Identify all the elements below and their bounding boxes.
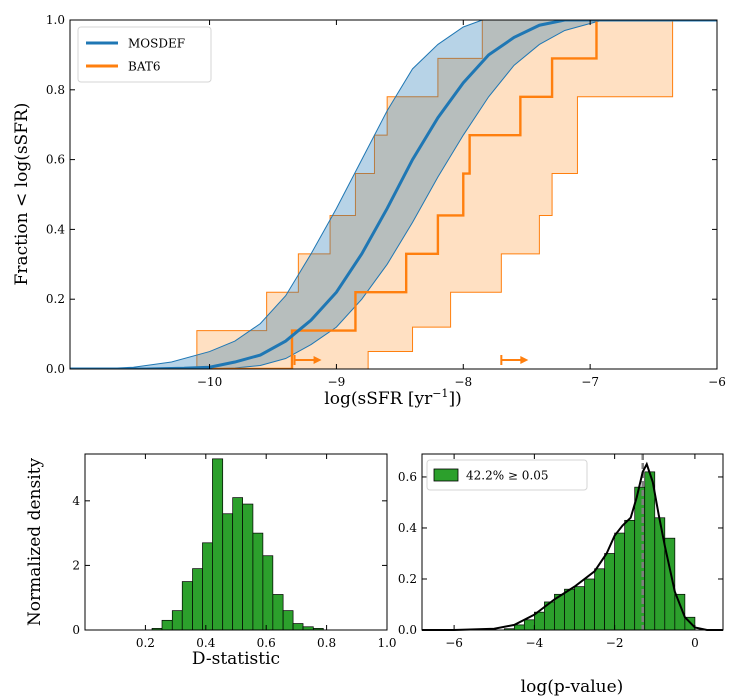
x-tick-label: −10 [197,375,222,389]
dstat-x-ticks: 0.2 0.4 0.6 0.8 1.0 [136,454,397,650]
pvalue-bar [534,611,545,631]
dstat-bar [202,542,213,631]
y-tick-label: 0.4 [46,222,65,236]
x-tick-label: −9 [328,375,346,389]
y-tick-label: 0.8 [46,83,65,97]
dstat-bar [242,503,254,631]
y-tick-label: 0.6 [398,470,417,484]
x-tick-label: −2 [606,636,624,650]
legend-box [77,26,212,83]
pvalue-bar [513,624,525,631]
pvalue-kde-curve [422,461,723,631]
x-tick-label: 1.0 [377,636,396,650]
pvalue-bar [614,532,626,631]
dstat-bar [292,623,304,631]
y-tick-label: 0.2 [46,292,65,306]
cdf-x-ticks: −10 −9 −8 −7 −6 [197,20,726,389]
pvalue-legend-box [426,459,588,491]
pvalue-bar [624,519,636,631]
dstat-frame [84,453,388,631]
y-tick-label: 0.2 [398,572,417,586]
dstat-x-axis-label: D-statistic [192,649,280,669]
x-tick-label: 0.2 [136,636,155,650]
bat6-cdf-line [70,20,717,369]
pvalue-panel: −6 −4 −2 0 0.0 0.2 0.4 0.6 42.2% ≥ 0.05 log(p-… [398,453,724,697]
pvalue-bar [554,593,565,631]
pvalue-legend: 42.2% ≥ 0.05 [426,459,588,491]
y-tick-label: 4 [72,494,80,508]
x-tick-label: −6 [708,375,726,389]
pvalue-histogram-bars [503,471,696,631]
dstat-bar [192,568,203,631]
y-tick-label: 2 [72,558,80,572]
pvalue-bar [584,578,595,631]
dstat-bar [232,497,243,631]
limit-arrow-head [313,356,322,364]
x-tick-label: 0.8 [317,636,336,650]
y-tick-label: 0.6 [46,153,65,167]
dstat-y-ticks: 0 2 4 [72,494,387,637]
pvalue-legend-label: 42.2% ≥ 0.05 [466,469,549,483]
dstat-bar [171,610,183,631]
x-tick-label: −7 [581,375,599,389]
y-tick-label: 1.0 [46,13,65,27]
x-tick-label: −6 [445,636,463,650]
x-tick-label: 0 [691,636,699,650]
pvalue-y-ticks: 0.0 0.2 0.4 0.6 [398,470,723,637]
dstat-bar [252,532,264,631]
pvalue-legend-swatch [433,468,459,482]
pvalue-frame [421,453,724,631]
legend-bat6-label: BAT6 [128,60,160,74]
dstat-y-axis-label: Normalized density [25,458,45,627]
dstat-bar [161,619,173,631]
pvalue-x-ticks: −6 −4 −2 0 [445,454,699,650]
dstat-panel: 0.2 0.4 0.6 0.8 1.0 0 2 4 D-statistic Normaliz… [25,453,397,669]
cdf-y-ticks: 0.0 0.2 0.4 0.6 0.8 1.0 [46,13,717,376]
dstat-bar [262,555,274,631]
limit-arrow-head [520,356,529,364]
y-tick-label: 0.4 [398,521,417,535]
x-tick-label: 0.6 [257,636,276,650]
pvalue-bar [574,586,585,631]
dstat-bar [181,581,193,631]
cdf-y-axis-label: Fraction < log(sSFR) [12,103,32,286]
x-tick-label: −8 [454,375,472,389]
upper-limit-arrows [293,355,529,365]
pvalue-x-axis-label: log(p-value) [521,677,624,697]
pvalue-bar [594,568,605,631]
cdf-frame [69,19,718,370]
pvalue-bar [564,588,575,631]
x-tick-label: −4 [526,636,544,650]
cdf-x-axis-label: log(sSFR [yr−1]) [324,387,461,409]
dstat-histogram-bars [151,458,324,631]
dstat-bar [272,594,284,631]
y-tick-label: 0.0 [46,362,65,376]
pvalue-bar [644,471,656,631]
pvalue-bar [604,553,615,631]
y-tick-label: 0 [72,623,80,637]
dstat-bar [222,513,234,631]
pvalue-bar [523,619,535,631]
cdf-panel: −10 −9 −8 −7 −6 0.0 0.2 0.4 0.6 0.8 1.0 MOSDEF BA… [12,13,726,409]
dstat-bar [282,610,294,631]
dstat-bar [212,458,224,631]
legend-mosdef-label: MOSDEF [128,37,185,51]
x-tick-label: 0.4 [196,636,215,650]
y-tick-label: 0.0 [398,623,417,637]
cdf-legend: MOSDEF BAT6 [77,26,212,83]
